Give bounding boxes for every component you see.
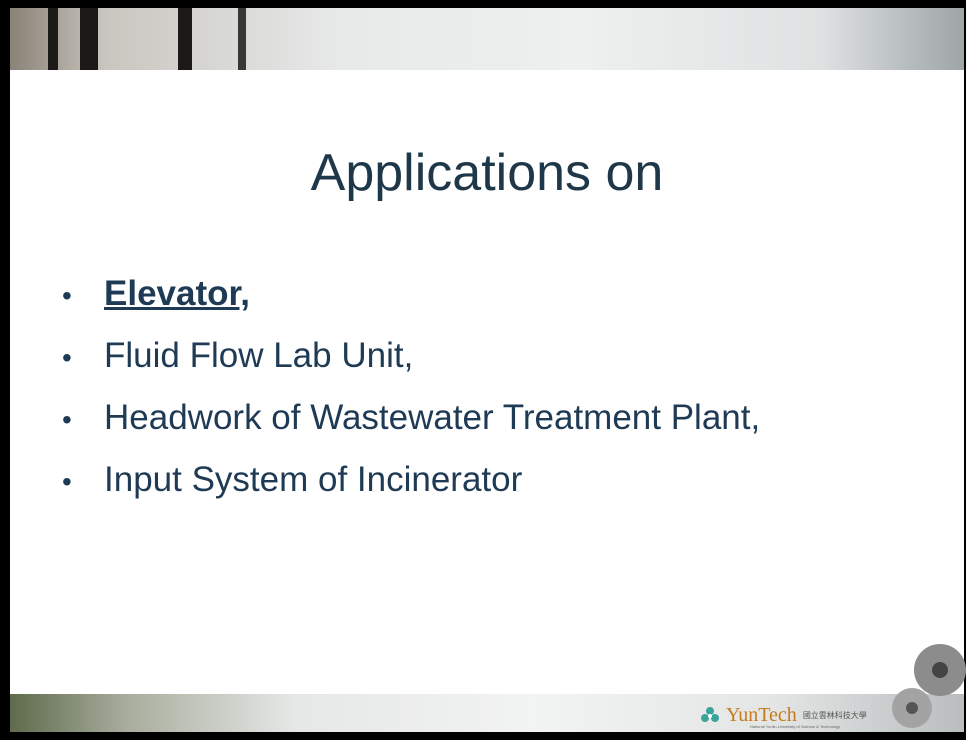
bullet-text: Elevator, — [104, 274, 250, 313]
bullet-text: Headwork of Wastewater Treatment Plant, — [104, 398, 760, 437]
logo-subtitle: National Yunlin University of Science & … — [750, 724, 840, 729]
bullet: Input System of Incinerator — [62, 449, 760, 511]
banner-post — [80, 8, 98, 70]
gears-decoration — [890, 640, 966, 730]
logo-native-name: 國立雲林科技大學 — [803, 710, 867, 721]
banner-post — [238, 8, 246, 70]
bullet-list: Elevator, Fluid Flow Lab Unit, Headwork … — [62, 263, 760, 511]
logo-icon — [700, 706, 720, 726]
bullet: Headwork of Wastewater Treatment Plant, — [62, 387, 760, 449]
bullet: Fluid Flow Lab Unit, — [62, 325, 760, 387]
banner-post — [178, 8, 192, 70]
bullet: Elevator, — [62, 263, 760, 325]
banner-post — [48, 8, 58, 70]
slide-title: Applications on — [10, 143, 964, 203]
top-banner — [10, 8, 964, 70]
bullet-text: Input System of Incinerator — [104, 460, 522, 499]
slide: Applications on Elevator, Fluid Flow Lab… — [0, 0, 966, 740]
bullet-text: Fluid Flow Lab Unit, — [104, 336, 413, 375]
slide-body: Applications on Elevator, Fluid Flow Lab… — [10, 8, 964, 732]
